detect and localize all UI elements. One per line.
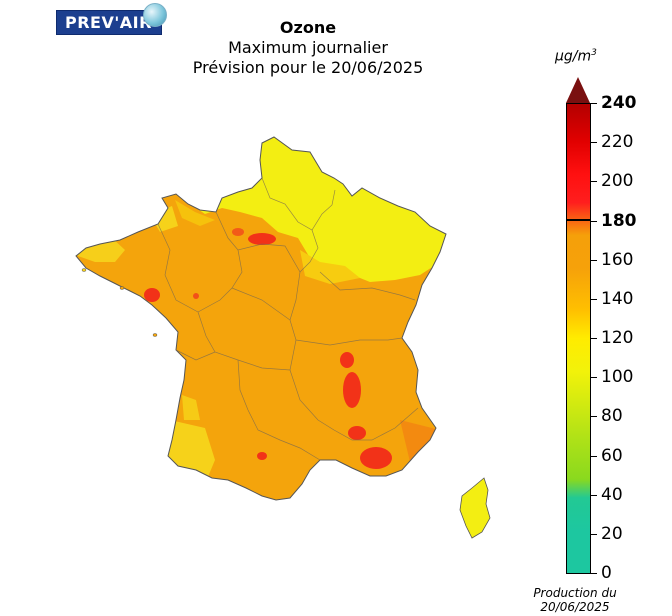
colorbar-tick-label: 20 [601,523,623,544]
colorbar-tick [591,377,597,379]
unit-text: μg/m [555,48,592,65]
colorbar-tick-label: 80 [601,406,623,427]
colorbar-tick [591,573,597,574]
map-title: Ozone [279,18,337,37]
unit-label: μg/m3 [555,48,597,65]
colorbar-tick [591,533,597,535]
production-line2: 20/06/2025 [540,600,610,614]
colorbar-tick-label: 180 [601,210,637,231]
production-note: Production du 20/06/2025 [520,586,630,614]
colorbar-tick [591,259,597,261]
title-block: Ozone Maximum journalier Prévision pour … [160,18,456,78]
production-line1: Production du [533,586,617,600]
colorbar-tick [591,220,597,222]
colorbar-tick [591,494,597,496]
colorbar-tick-label: 100 [601,367,634,388]
colorbar-tick [591,298,597,300]
colorbar-tick-label: 160 [601,249,634,270]
colorbar-tick-label: 60 [601,445,623,466]
colorbar-tick-label: 140 [601,288,634,309]
colorbar [566,103,591,574]
colorbar-tick [591,338,597,339]
globe-icon [143,3,167,27]
colorbar-tick-label: 200 [601,171,634,192]
prevair-logo: PREV'AIR [56,3,167,35]
colorbar-max-arrow [566,77,590,103]
unit-exponent: 3 [591,48,597,58]
france-ozone-map [75,136,491,539]
map-subtitle: Maximum journalier [228,38,388,57]
forecast-date: Prévision pour le 20/06/2025 [192,58,424,77]
colorbar-tick-label: 120 [601,328,634,348]
colorbar-tick [591,416,597,418]
colorbar-tick-label: 0 [601,563,612,583]
colorbar-tick-label: 220 [601,132,634,153]
colorbar-threshold-line [566,219,591,221]
colorbar-tick [591,103,597,104]
colorbar-tick-label: 40 [601,484,623,505]
colorbar-tick [591,455,597,457]
colorbar-tick [591,181,597,183]
colorbar-tick-label: 240 [601,93,637,113]
logo-text: PREV'AIR [65,13,152,32]
colorbar-tick [591,142,597,144]
